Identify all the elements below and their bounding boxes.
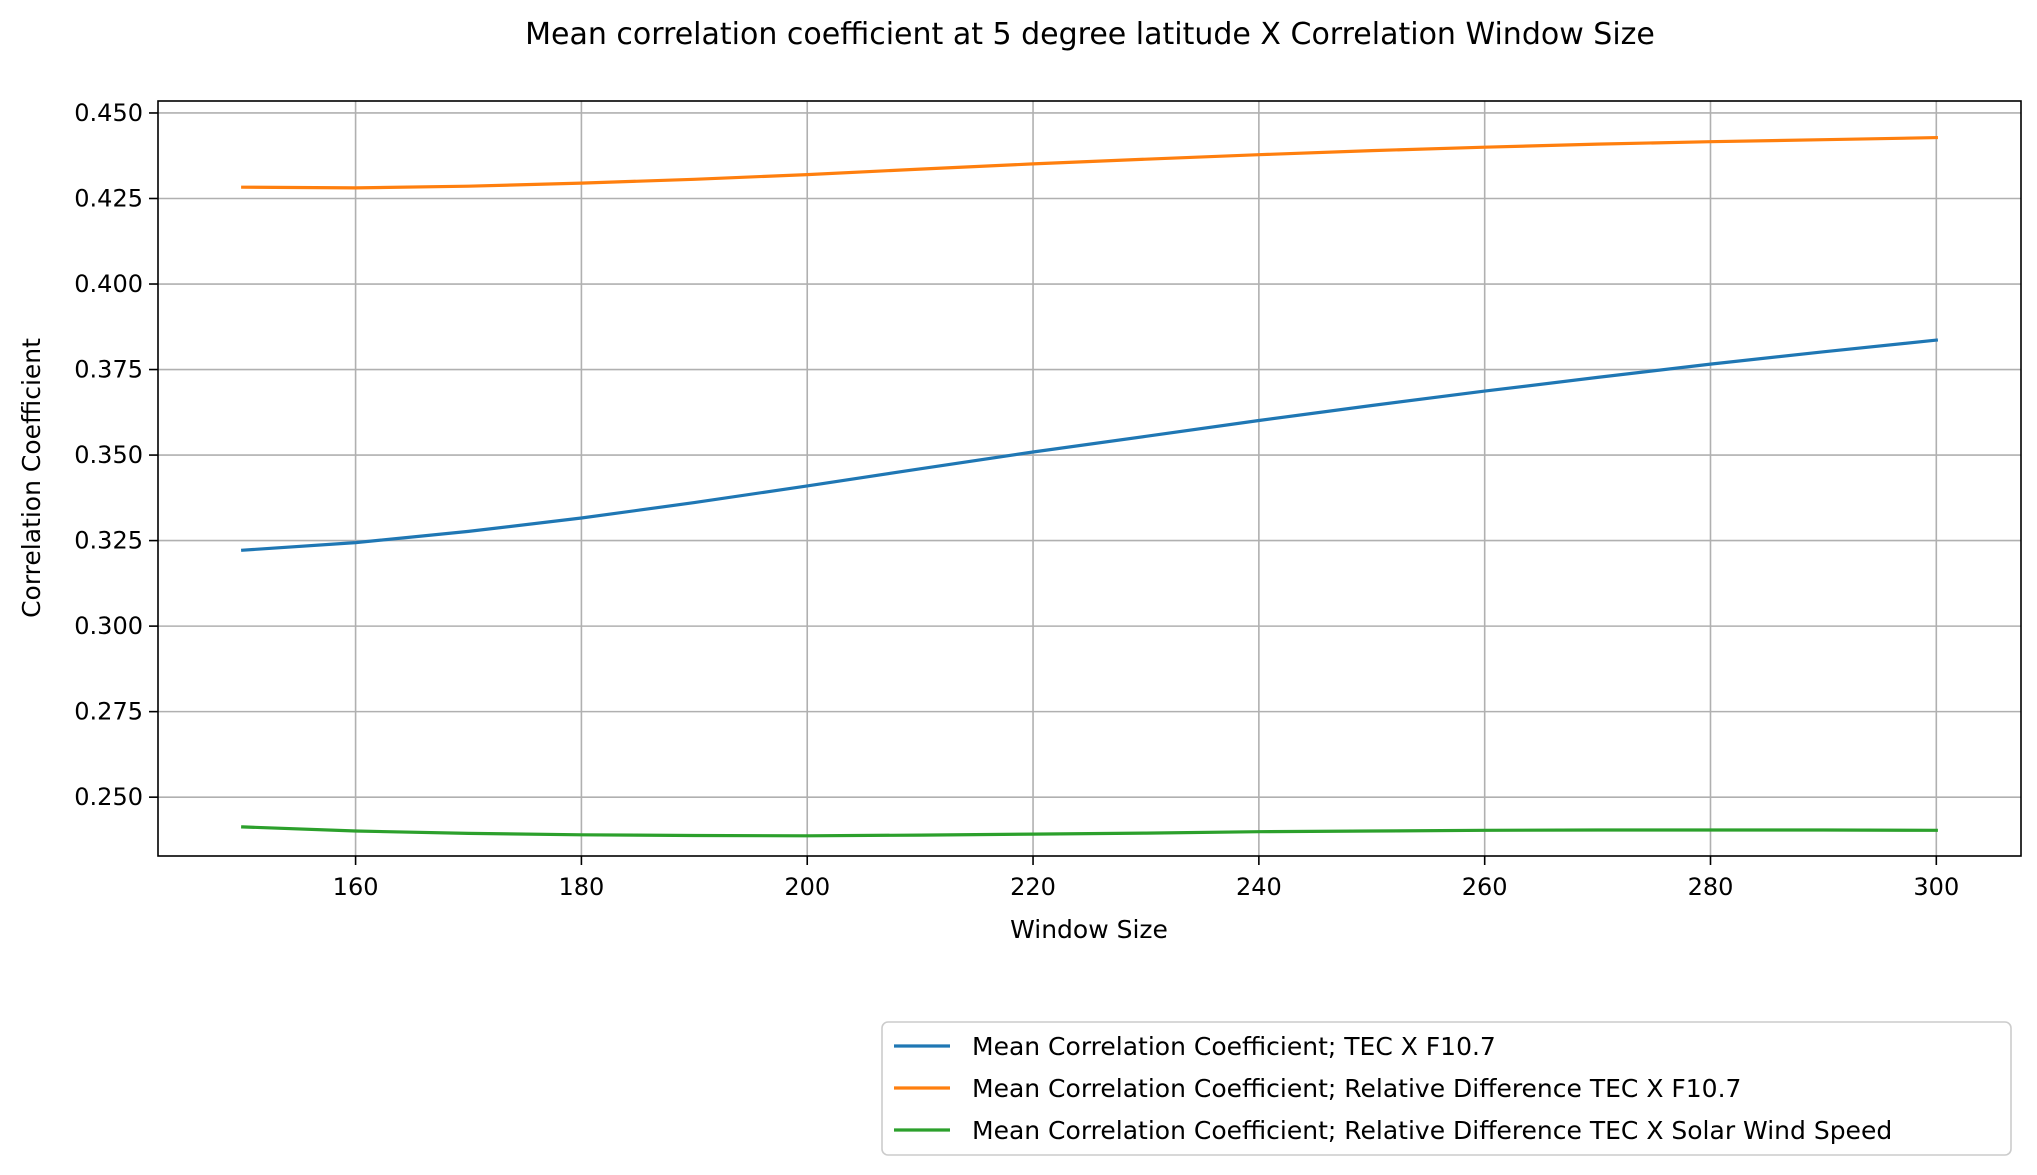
y-tick-label: 0.450 (74, 99, 143, 127)
y-axis-ticks: 0.250 0.275 0.300 0.325 0.350 0.375 0.400 0.425… (74, 99, 158, 811)
grid (158, 101, 2021, 856)
x-tick-label: 220 (1010, 873, 1056, 901)
x-tick-label: 180 (559, 873, 605, 901)
x-tick-label: 280 (1688, 873, 1734, 901)
series-line-2 (241, 135, 1938, 190)
x-tick-label: 240 (1236, 873, 1282, 901)
y-tick-label: 0.325 (74, 527, 143, 555)
y-tick-label: 0.275 (74, 698, 143, 726)
y-tick-label: 0.425 (74, 184, 143, 212)
y-axis-label: Correlation Coefficient (17, 338, 46, 618)
legend-label-3: Mean Correlation Coefficient; Relative D… (972, 1116, 1892, 1145)
x-tick-label: 300 (1913, 873, 1959, 901)
x-axis-label: Window Size (1010, 915, 1168, 944)
legend-label-2: Mean Correlation Coefficient; Relative D… (972, 1074, 1741, 1103)
legend-label-1: Mean Correlation Coefficient; TEC X F10.… (972, 1032, 1496, 1061)
series-lines (240, 135, 1939, 838)
x-axis-ticks: 160 180 200 220 240 260 280 300 (333, 856, 1959, 901)
y-tick-label: 0.250 (74, 783, 143, 811)
y-tick-label: 0.300 (74, 612, 143, 640)
series-line-1 (240, 338, 1939, 552)
chart-title: Mean correlation coefficient at 5 degree… (525, 17, 1655, 52)
y-tick-label: 0.375 (74, 356, 143, 384)
legend-box (881, 1021, 2012, 1156)
y-tick-label: 0.400 (74, 270, 143, 298)
plot-frame (157, 100, 2022, 857)
x-tick-label: 260 (1462, 873, 1508, 901)
series-line-3 (241, 825, 1938, 838)
x-tick-label: 160 (333, 873, 379, 901)
x-tick-label: 200 (784, 873, 830, 901)
y-tick-label: 0.350 (74, 441, 143, 469)
legend: Mean Correlation Coefficient; TEC X F10.… (881, 1021, 2012, 1156)
